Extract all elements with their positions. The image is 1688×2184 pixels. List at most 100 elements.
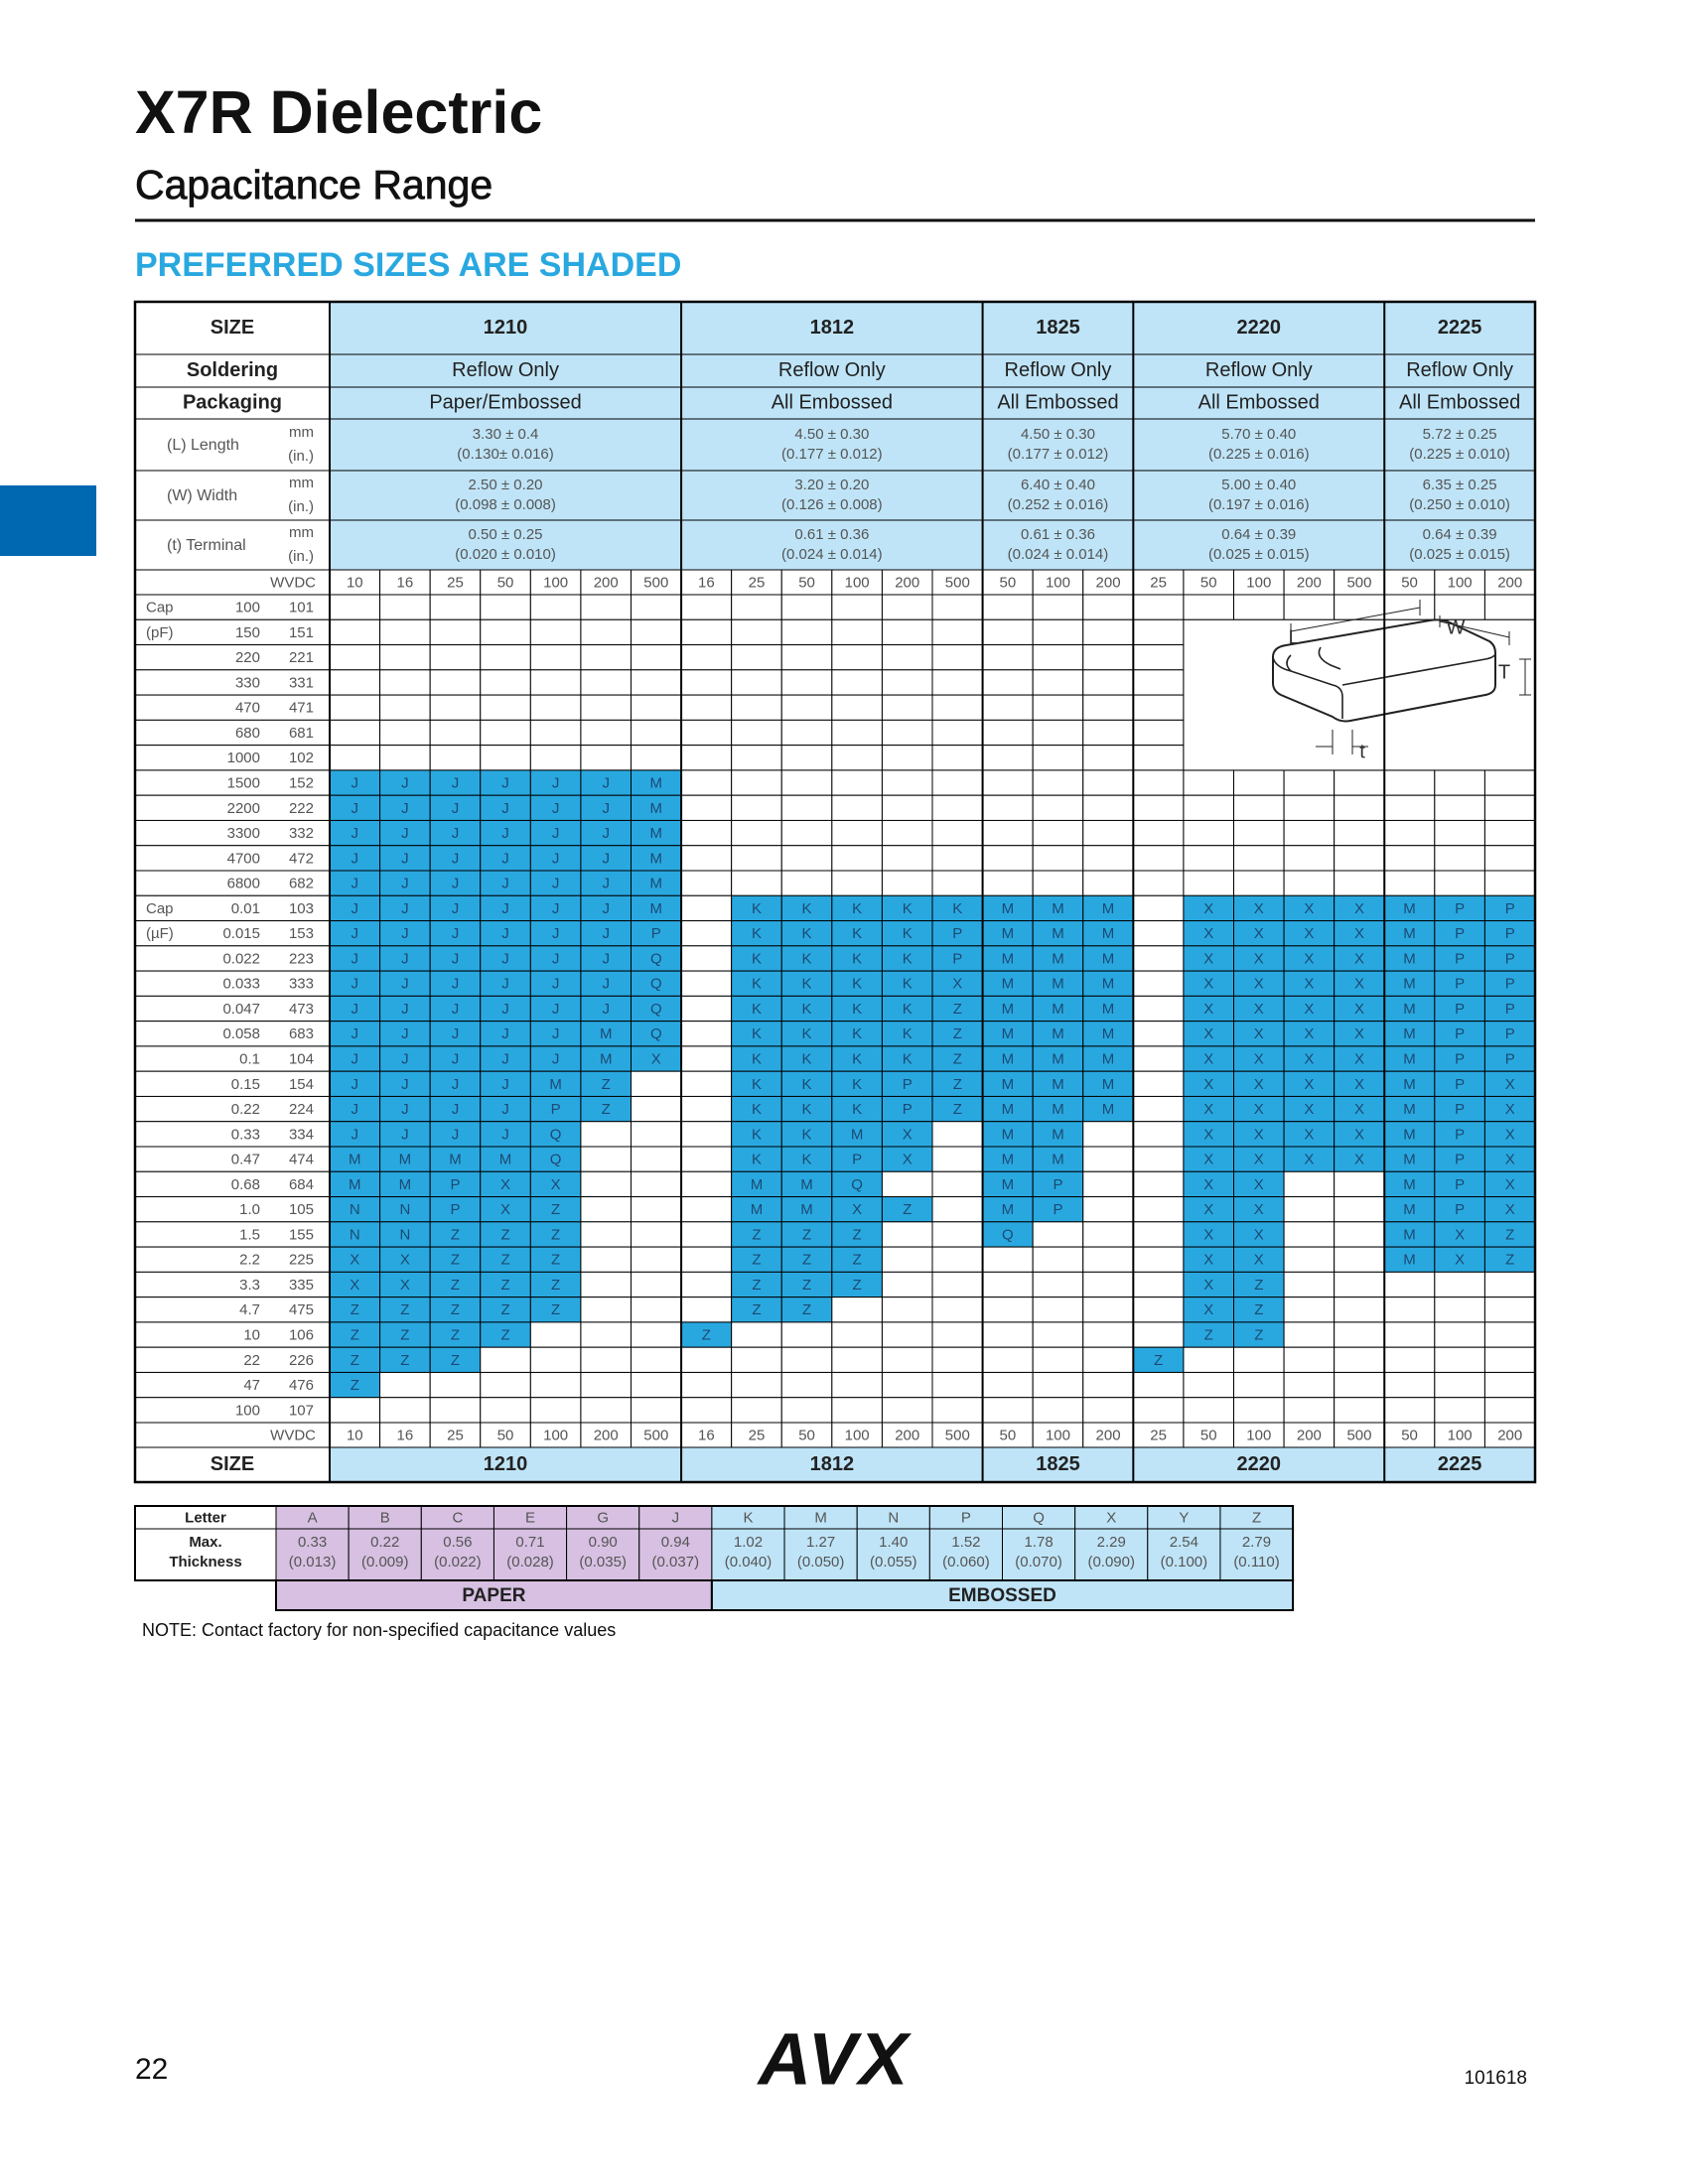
- thickness-code: M: [650, 775, 663, 792]
- cell: [831, 1397, 883, 1424]
- cell: [1383, 1271, 1436, 1298]
- cell: [982, 1397, 1034, 1424]
- wvdc-cell: [1283, 569, 1336, 596]
- dim-in: (0.024 ± 0.014): [781, 546, 883, 563]
- cap-value: 100: [235, 1402, 260, 1419]
- thickness-code: P: [450, 1201, 460, 1218]
- thickness-cell: [783, 1528, 858, 1581]
- cap-value: 150: [235, 624, 260, 641]
- shaded-cell: [982, 1196, 1034, 1223]
- chip-outline: [1318, 646, 1341, 670]
- cell: [881, 719, 933, 747]
- thickness-code: Z: [953, 1101, 962, 1118]
- thickness-code: X: [1354, 1025, 1364, 1042]
- shaded-cell: [780, 1121, 833, 1148]
- cell: [1132, 594, 1185, 620]
- cell: [631, 1297, 682, 1323]
- shaded-cell: [529, 1246, 582, 1273]
- thickness-cell: [711, 1528, 785, 1581]
- shaded-cell: [1283, 1021, 1336, 1047]
- thickness-code: K: [802, 1126, 812, 1143]
- thickness-code: M: [1052, 1152, 1064, 1168]
- thickness-code: Z: [551, 1226, 560, 1243]
- thickness-code: X: [1254, 1201, 1264, 1218]
- shaded-cell: [429, 819, 482, 847]
- cell: [831, 694, 883, 721]
- shaded-cell: [631, 920, 682, 947]
- thickness-code: X: [1203, 1051, 1213, 1068]
- cell: [329, 594, 381, 620]
- thickness-code: J: [352, 775, 359, 792]
- wvdc-value: 200: [1297, 574, 1322, 591]
- shaded-cell: [580, 845, 633, 872]
- thickness-code: M: [399, 1176, 412, 1193]
- wvdc-cell: [631, 569, 682, 596]
- cell: [1233, 819, 1285, 847]
- cell: [831, 1371, 883, 1399]
- letter: J: [672, 1509, 680, 1526]
- row-label: Packaging: [183, 391, 282, 413]
- unit-in: (in.): [288, 548, 314, 565]
- shaded-cell: [982, 1221, 1034, 1248]
- thickness-code: M: [1002, 1025, 1015, 1042]
- cell: [1483, 1321, 1536, 1348]
- cap-code: 331: [289, 674, 314, 691]
- unit-label: (µF): [146, 925, 174, 942]
- cell: [1334, 870, 1385, 896]
- shaded-cell: [1334, 1070, 1385, 1097]
- subtitle: Capacitance Range: [135, 162, 492, 207]
- shaded-cell: [480, 1021, 531, 1047]
- thickness-code: J: [552, 1001, 560, 1018]
- cell: [680, 594, 733, 620]
- size-cell: [982, 353, 1134, 388]
- shaded-cell: [429, 1196, 482, 1223]
- shaded-cell: [831, 920, 883, 947]
- cell: [480, 719, 531, 747]
- cell: [1334, 1221, 1385, 1248]
- thickness-code: Z: [903, 1201, 912, 1218]
- shaded-cell: [780, 1070, 833, 1097]
- cell: [881, 769, 933, 796]
- shaded-cell: [429, 1221, 482, 1248]
- thickness-code: J: [352, 900, 359, 917]
- thickness-cell: [348, 1528, 422, 1581]
- cell: [329, 618, 381, 646]
- thickness-code: Z: [752, 1301, 761, 1318]
- wvdc-cell: [1334, 569, 1385, 596]
- cell: [931, 1371, 984, 1399]
- thickness-code: N: [399, 1226, 410, 1243]
- thickness-code: P: [1455, 976, 1465, 993]
- chip-outline: [1439, 615, 1510, 645]
- thickness-code: X: [1203, 950, 1213, 967]
- dim-in: (0.126 ± 0.008): [781, 496, 883, 513]
- wvdc-value: 50: [1000, 574, 1017, 591]
- thickness-code: N: [350, 1201, 360, 1218]
- wvdc-value: 200: [1497, 1427, 1522, 1443]
- dim-mm: 0.50 ± 0.25: [469, 526, 543, 543]
- shaded-cell: [1283, 894, 1336, 922]
- letter: P: [961, 1509, 971, 1526]
- shaded-cell: [631, 845, 682, 872]
- thickness-code: J: [401, 1051, 409, 1068]
- cell: [1334, 1246, 1385, 1273]
- thickness-code: M: [1002, 1076, 1015, 1093]
- cell: [1132, 1271, 1185, 1298]
- cell: [1334, 1397, 1385, 1424]
- cap-value: 3.3: [239, 1277, 260, 1294]
- thickness-cell: [1219, 1528, 1294, 1581]
- shaded-cell: [931, 894, 984, 922]
- thickness-in: (0.013): [289, 1554, 337, 1570]
- cell: [1334, 1196, 1385, 1223]
- size-cell: [680, 386, 984, 420]
- cap-value: 0.047: [222, 1001, 260, 1018]
- thickness-code: X: [1254, 1051, 1264, 1068]
- cell: [379, 669, 431, 696]
- cell: [680, 1196, 733, 1223]
- cell: [982, 1297, 1034, 1323]
- thickness-code: M: [1052, 950, 1064, 967]
- cell: [731, 870, 782, 896]
- cell: [1383, 794, 1436, 821]
- wvdc-value: 200: [895, 1427, 919, 1443]
- thickness-code: M: [1403, 1025, 1416, 1042]
